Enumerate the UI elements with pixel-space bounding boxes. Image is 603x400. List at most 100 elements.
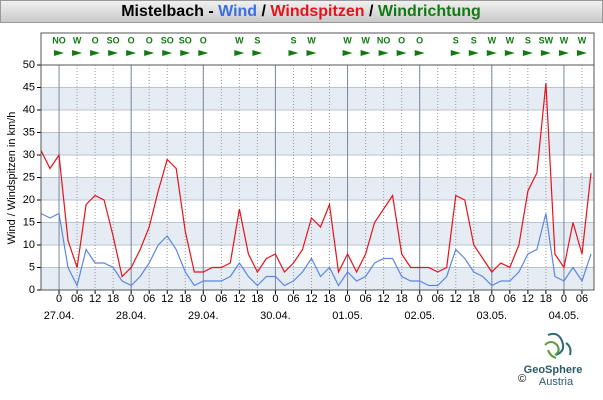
direction-arrow <box>54 50 65 56</box>
logo: GeoSphere Austria © <box>518 332 583 388</box>
direction-label: W <box>343 35 352 45</box>
direction-label: SO <box>179 35 192 45</box>
direction-label: O <box>92 35 99 45</box>
direction-arrow <box>162 50 173 56</box>
direction-label: W <box>307 35 316 45</box>
title-wind: Wind <box>218 3 257 20</box>
direction-arrow <box>234 50 245 56</box>
title-sep: / <box>262 3 267 20</box>
y-tick-label: 0 <box>29 284 35 296</box>
y-tick-label: 40 <box>23 104 35 116</box>
date-label: 28.04. <box>116 310 147 322</box>
title-gusts: Windspitzen <box>270 3 364 20</box>
x-tick-label: 12 <box>377 293 389 305</box>
x-tick-label: 0 <box>489 293 495 305</box>
y-tick-label: 15 <box>23 216 35 228</box>
direction-label: W <box>235 35 244 45</box>
direction-arrow <box>396 50 407 56</box>
direction-label: W <box>361 35 370 45</box>
x-tick-label: 0 <box>200 293 206 305</box>
direction-arrow <box>342 50 353 56</box>
x-tick-label: 12 <box>305 293 317 305</box>
x-tick-label: 18 <box>396 293 408 305</box>
x-tick-label: 0 <box>417 293 423 305</box>
x-tick-label: 06 <box>287 293 299 305</box>
x-tick-label: 06 <box>432 293 444 305</box>
y-tick-label: 20 <box>23 194 35 206</box>
x-tick-label: 06 <box>504 293 516 305</box>
direction-arrow <box>252 50 263 56</box>
title-direction: Windrichtung <box>378 3 481 20</box>
direction-arrow <box>198 50 209 56</box>
direction-label: O <box>200 35 207 45</box>
direction-label: SO <box>107 35 120 45</box>
direction-label: S <box>471 35 477 45</box>
date-label: 01.05. <box>332 310 363 322</box>
plot-background <box>41 33 594 290</box>
direction-label: S <box>290 35 296 45</box>
grid-band <box>41 87 594 110</box>
grid-band <box>41 222 594 245</box>
chart-title: Mistelbach - Wind / Windspitzen / Windri… <box>121 3 481 20</box>
direction-arrow <box>576 50 587 56</box>
grid-band <box>41 177 594 200</box>
direction-label: O <box>146 35 153 45</box>
direction-arrow <box>90 50 101 56</box>
direction-label: O <box>398 35 405 45</box>
direction-label: S <box>525 35 531 45</box>
x-tick-label: 06 <box>143 293 155 305</box>
x-tick-label: 12 <box>233 293 245 305</box>
logo-name: GeoSphere <box>524 364 583 376</box>
x-tick-label: 06 <box>215 293 227 305</box>
y-tick-label: 25 <box>23 171 35 183</box>
y-tick-label: 45 <box>23 81 35 93</box>
x-tick-label: 0 <box>344 293 350 305</box>
direction-arrow <box>504 50 515 56</box>
x-tick-label: 0 <box>272 293 278 305</box>
direction-arrow <box>378 50 389 56</box>
direction-label: SO <box>161 35 174 45</box>
title-prefix: Mistelbach - <box>121 3 213 20</box>
direction-arrow <box>108 50 119 56</box>
x-tick-label: 18 <box>323 293 335 305</box>
title-sep: / <box>369 3 374 20</box>
y-tick-label: 30 <box>23 149 35 161</box>
x-tick-label: 18 <box>468 293 480 305</box>
date-label: 04.05. <box>549 310 580 322</box>
direction-arrow <box>414 50 425 56</box>
logo-sub: Austria <box>539 376 574 388</box>
y-tick-label: 50 <box>23 59 35 71</box>
direction-arrow <box>468 50 479 56</box>
x-tick-label: 18 <box>540 293 552 305</box>
date-label: 29.04. <box>188 310 219 322</box>
y-axis-label: Wind / Windspitzen in km/h <box>6 112 18 245</box>
y-tick-label: 35 <box>23 126 35 138</box>
copyright: © <box>518 373 526 385</box>
x-tick-label: 0 <box>56 293 62 305</box>
direction-arrow <box>288 50 299 56</box>
x-tick-label: 06 <box>359 293 371 305</box>
date-label: 30.04. <box>260 310 291 322</box>
x-tick-label: 18 <box>251 293 263 305</box>
x-tick-label: 06 <box>71 293 83 305</box>
x-tick-label: 18 <box>107 293 119 305</box>
x-tick-label: 18 <box>179 293 191 305</box>
direction-label: SW <box>539 35 554 45</box>
direction-arrow <box>180 50 191 56</box>
x-tick-label: 0 <box>561 293 567 305</box>
direction-arrow <box>450 50 461 56</box>
direction-arrow <box>360 50 371 56</box>
direction-label: W <box>73 35 82 45</box>
y-tick-label: 10 <box>23 239 35 251</box>
date-label: 03.05. <box>477 310 508 322</box>
x-tick-label: 12 <box>450 293 462 305</box>
x-tick-label: 12 <box>89 293 101 305</box>
direction-arrow <box>558 50 569 56</box>
x-tick-label: 06 <box>576 293 588 305</box>
grid-band <box>41 132 594 155</box>
direction-arrow <box>522 50 533 56</box>
direction-label: O <box>416 35 423 45</box>
x-tick-label: 12 <box>522 293 534 305</box>
direction-label: W <box>488 35 497 45</box>
